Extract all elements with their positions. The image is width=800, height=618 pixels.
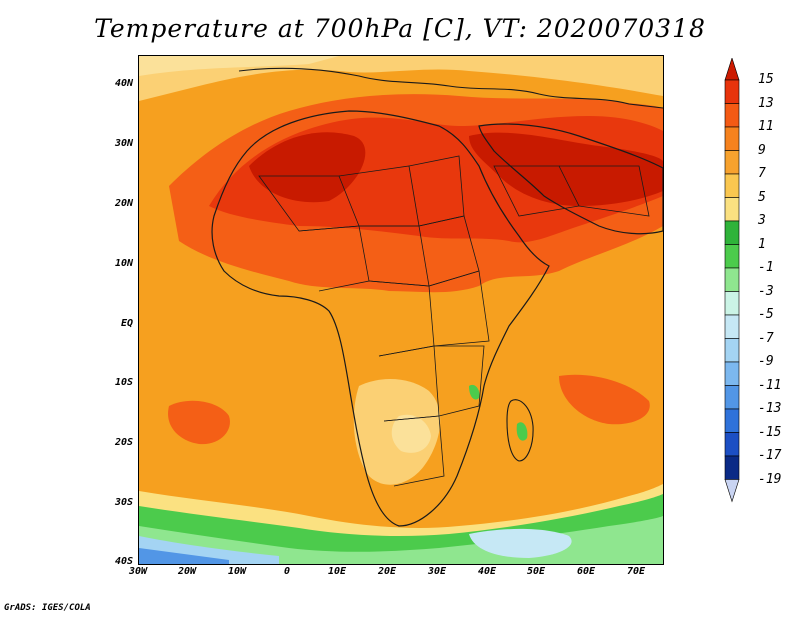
colorbar-tick-label: -9 [758, 354, 774, 369]
colorbar-cell [724, 432, 740, 457]
lat-tick-30s: 30S [114, 497, 133, 508]
grads-credit: GrADS: IGES/COLA [4, 603, 91, 613]
lon-tick-60e: 60E [576, 566, 596, 577]
lat-tick-20n: 20N [114, 198, 133, 209]
lat-tick-40s: 40S [114, 556, 133, 567]
colorbar-tick-label: 7 [758, 166, 766, 181]
colorbar-bottom-arrow [724, 479, 740, 503]
colorbar-cell [724, 126, 740, 151]
colorbar-cell [724, 197, 740, 222]
colorbar-tick-label: 15 [758, 72, 774, 87]
map-canvas [139, 56, 663, 564]
colorbar-tick-label: 1 [758, 236, 766, 252]
colorbar-cell [724, 244, 740, 269]
lon-tick-20e: 20E [377, 566, 397, 577]
colorbar-tick-label: -5 [758, 307, 774, 322]
lon-tick-40e: 40E [477, 566, 497, 577]
lat-tick-20s: 20S [114, 437, 133, 448]
lat-tick-40n: 40N [114, 78, 133, 89]
indian-ocean-warm-patch [559, 374, 650, 425]
colorbar-tick-label: -19 [758, 471, 782, 487]
arabia-hotspot [469, 132, 663, 206]
madagascar-coastline [506, 399, 534, 462]
colorbar-tick-label: -13 [758, 401, 782, 416]
lon-tick-0: 0 [283, 566, 291, 577]
colorbar-cell [724, 385, 740, 410]
colorbar [724, 58, 740, 503]
colorbar-top-arrow [724, 58, 740, 81]
lon-tick-70e: 70E [626, 566, 646, 577]
lon-tick-50e: 50E [526, 566, 546, 577]
lon-tick-30w: 30W [128, 566, 148, 577]
colorbar-cell [724, 291, 740, 316]
colorbar-tick-label: -3 [758, 283, 774, 299]
madagascar-green [516, 422, 528, 441]
lat-tick-30n: 30N [114, 138, 133, 149]
colorbar-tick-label: 11 [758, 119, 774, 134]
europe-coastline [238, 67, 663, 109]
lat-tick-10s: 10S [114, 377, 133, 388]
lon-tick-10w: 10W [227, 566, 247, 577]
colorbar-cell [724, 173, 740, 198]
lon-tick-20w: 20W [177, 566, 197, 577]
country-borders [258, 155, 650, 487]
colorbar-cells [724, 58, 740, 503]
lon-tick-30e: 30E [427, 566, 447, 577]
africa-coastline [211, 110, 550, 527]
colorbar-tick-label: -1 [758, 260, 774, 275]
sahara-hotspot [249, 132, 366, 203]
atlantic-warm-patch [168, 400, 230, 445]
colorbar-cell [724, 103, 740, 128]
lat-tick-10n: 10N [114, 258, 133, 269]
colorbar-cell [724, 314, 740, 339]
colorbar-tick-label: -7 [758, 330, 774, 346]
colorbar-cell [724, 79, 740, 104]
southern-africa-palest [391, 414, 431, 453]
colorbar-tick-label: -11 [758, 377, 782, 393]
colorbar-tick-label: -15 [758, 424, 782, 440]
south-cool-patch [469, 528, 572, 558]
arabia-coastline [478, 123, 663, 235]
lon-tick-10e: 10E [327, 566, 347, 577]
lat-tick-eq: EQ [120, 318, 133, 329]
colorbar-tick-label: 5 [758, 189, 766, 205]
colorbar-cell [724, 338, 740, 363]
north-band-yellow [139, 56, 663, 101]
colorbar-tick-label: 13 [758, 95, 774, 111]
map-title: Temperature at 700hPa [C], VT: 202007031… [94, 14, 706, 43]
colorbar-cell [724, 408, 740, 433]
south-deep-blue-band [139, 548, 229, 564]
colorbar-cell [724, 455, 740, 480]
temperature-map [138, 55, 664, 565]
colorbar-cell [724, 267, 740, 292]
colorbar-cell [724, 150, 740, 175]
east-africa-green [469, 384, 480, 400]
north-pale-band [139, 56, 339, 76]
colorbar-cell [724, 361, 740, 386]
colorbar-tick-label: 3 [758, 213, 766, 228]
colorbar-tick-label: -17 [758, 448, 782, 463]
colorbar-cell [724, 220, 740, 245]
colorbar-tick-label: 9 [758, 142, 766, 158]
